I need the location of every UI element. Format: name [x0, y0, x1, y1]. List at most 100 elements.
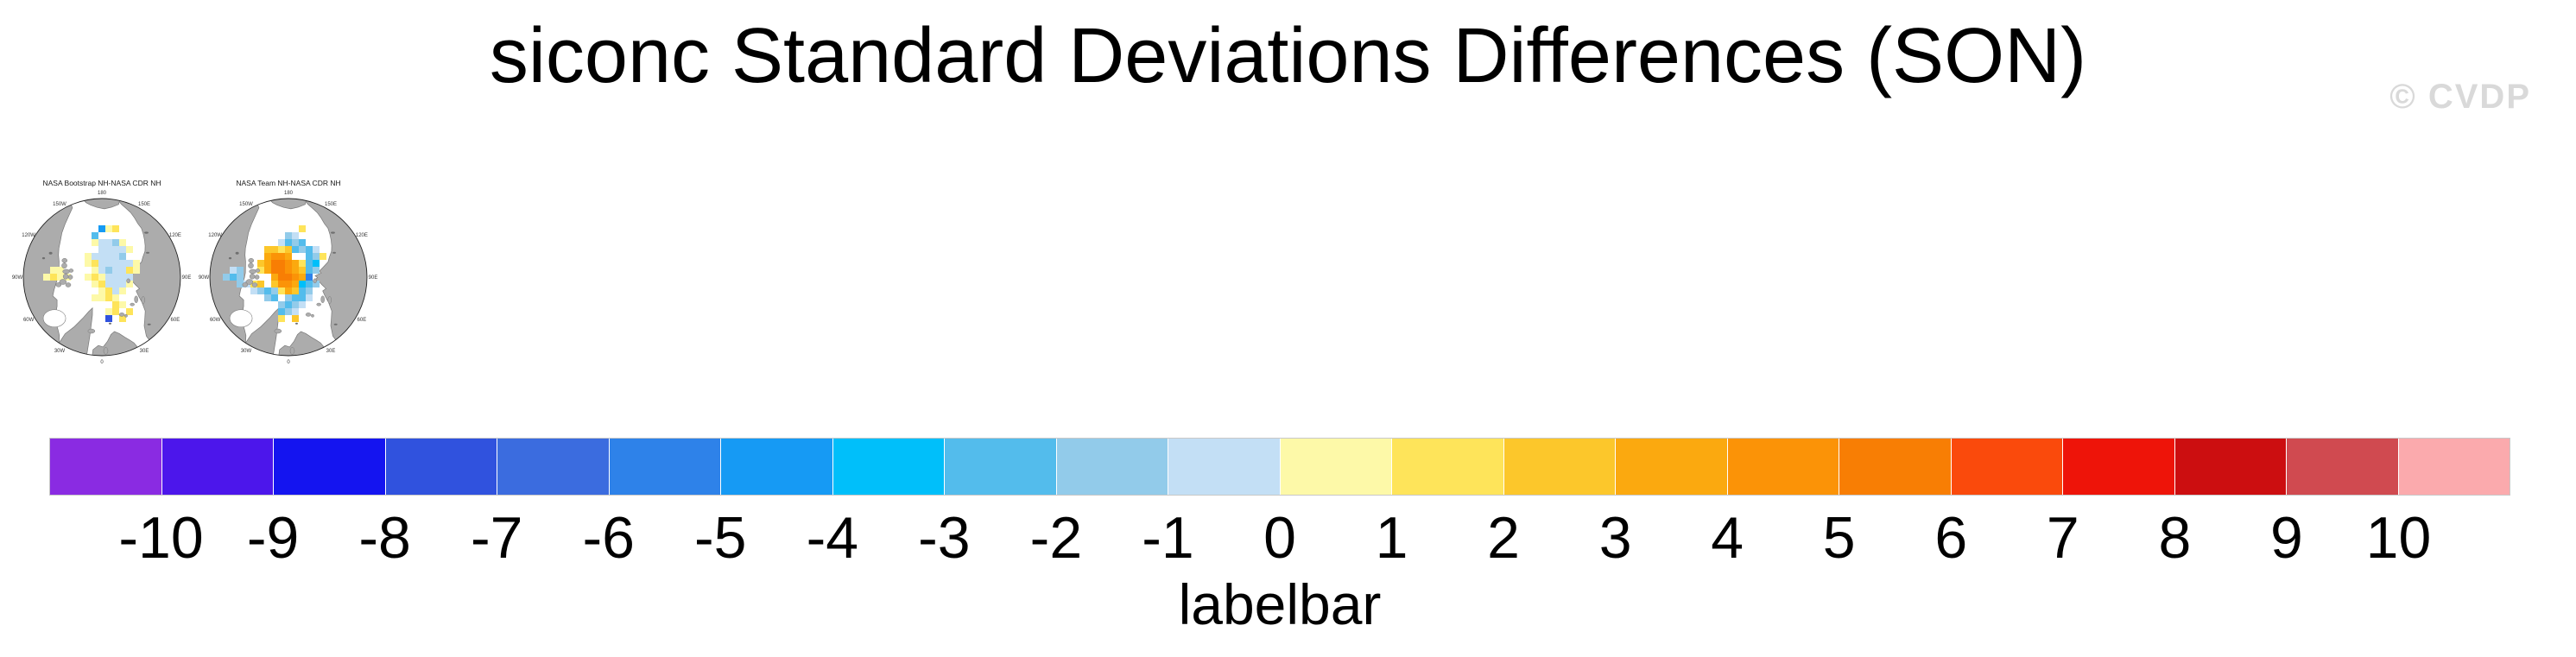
island [126, 278, 130, 284]
map-cell [292, 239, 299, 246]
labelbar-tick: 7 [2046, 505, 2079, 571]
labelbar-tick: -1 [1142, 505, 1194, 571]
map-cell [119, 301, 126, 308]
labelbar-box [1615, 439, 1727, 495]
map-cell [85, 260, 92, 267]
map-cell [126, 274, 133, 281]
lon-label: 150E [138, 202, 150, 207]
labelbar-box [2062, 439, 2174, 495]
labelbar-tick: 3 [1598, 505, 1632, 571]
lake [147, 323, 151, 325]
labelbar-tick: -4 [806, 505, 859, 571]
lake [146, 251, 150, 254]
map-cell [98, 281, 105, 287]
labelbar-box [1950, 439, 2062, 495]
map-cell [292, 246, 299, 253]
map-cell [306, 267, 313, 274]
map-cell [230, 274, 237, 281]
map-cell [292, 301, 299, 308]
map-cell [271, 287, 278, 294]
map-cell [85, 253, 92, 260]
map-cell [306, 260, 313, 267]
map-cell [285, 232, 292, 239]
map-cell [292, 281, 299, 287]
lon-label: 0 [100, 360, 104, 365]
map-cell [271, 253, 278, 260]
island [124, 313, 128, 318]
map-panel-bootstrap: 180 150E 120E 90E 60E 30E 0 30W 60W 90W 120W 150W N… [3, 168, 201, 380]
island [327, 296, 332, 304]
cvdp-watermark: © CVDP [2389, 78, 2531, 116]
lon-label: 0 [287, 360, 290, 365]
island [62, 274, 69, 280]
map-cell [292, 260, 299, 267]
lon-label: 30E [326, 349, 336, 354]
map-cell [92, 253, 98, 260]
lake [332, 251, 337, 254]
island [65, 282, 72, 287]
island [141, 296, 146, 304]
labelbar-tick: -3 [918, 505, 971, 571]
map-cell [299, 274, 306, 281]
map-cell [285, 308, 292, 315]
island [316, 302, 321, 306]
labelbar-box [1391, 439, 1503, 495]
map-cell [278, 308, 285, 315]
lake [41, 256, 46, 260]
map-cell [98, 239, 105, 246]
map-cell [105, 315, 112, 322]
island [62, 268, 70, 275]
map-cell [313, 281, 320, 287]
lake [108, 322, 111, 325]
map-cell [105, 281, 112, 287]
figure-title: siconc Standard Deviations Differences (… [489, 13, 2087, 99]
labelbar-box [832, 439, 944, 495]
map-cell [50, 267, 57, 274]
lon-label: 90W [12, 275, 23, 281]
island [61, 262, 67, 268]
map-cell [292, 232, 299, 239]
lon-label: 180 [98, 191, 107, 196]
map-cell [126, 281, 133, 287]
lon-label: 180 [284, 191, 294, 196]
map-cell [119, 274, 126, 281]
map-cell [285, 274, 292, 281]
map-cell [112, 260, 119, 267]
map-cell [119, 287, 126, 294]
map-cell [119, 315, 126, 322]
labelbar-tick: -9 [246, 505, 300, 571]
lon-label: 30W [241, 349, 252, 354]
island [251, 282, 258, 287]
map-cell [271, 294, 278, 301]
map-cell [112, 253, 119, 260]
lake [333, 323, 338, 325]
map-cell [292, 274, 299, 281]
map-cell [98, 294, 105, 301]
island [313, 278, 317, 284]
map-cell [264, 287, 271, 294]
map-cell [313, 253, 320, 260]
map-cell [299, 301, 306, 308]
map-cell [313, 260, 320, 267]
map-cell [92, 260, 98, 267]
labelbar-tick: 4 [1711, 505, 1744, 571]
island [242, 282, 249, 287]
lon-label: 60W [210, 318, 221, 323]
labelbar-box [50, 439, 161, 495]
map-cell [57, 267, 64, 274]
map-cell [133, 260, 140, 267]
labelbar-box [497, 439, 609, 495]
map-cell [112, 267, 119, 274]
map-cell [126, 246, 133, 253]
map-cell [237, 267, 244, 274]
map-cell [119, 246, 126, 253]
map-cell [57, 274, 64, 281]
island [67, 275, 73, 280]
labelbar-tick: 8 [2158, 505, 2192, 571]
map-cell [126, 308, 133, 315]
map-cell [119, 260, 126, 267]
island [134, 295, 138, 304]
map-cell [271, 267, 278, 274]
map-cell [105, 274, 112, 281]
map-cell [98, 260, 105, 267]
